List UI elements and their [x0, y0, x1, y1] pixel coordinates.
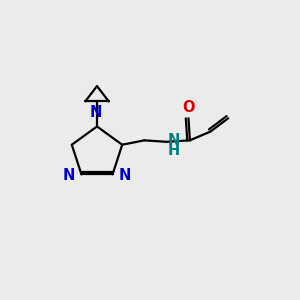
Text: N: N [63, 168, 75, 183]
Text: N: N [168, 133, 180, 148]
Text: N: N [119, 168, 131, 183]
Text: O: O [182, 100, 195, 115]
Text: H: H [168, 142, 180, 158]
Text: N: N [89, 105, 102, 120]
